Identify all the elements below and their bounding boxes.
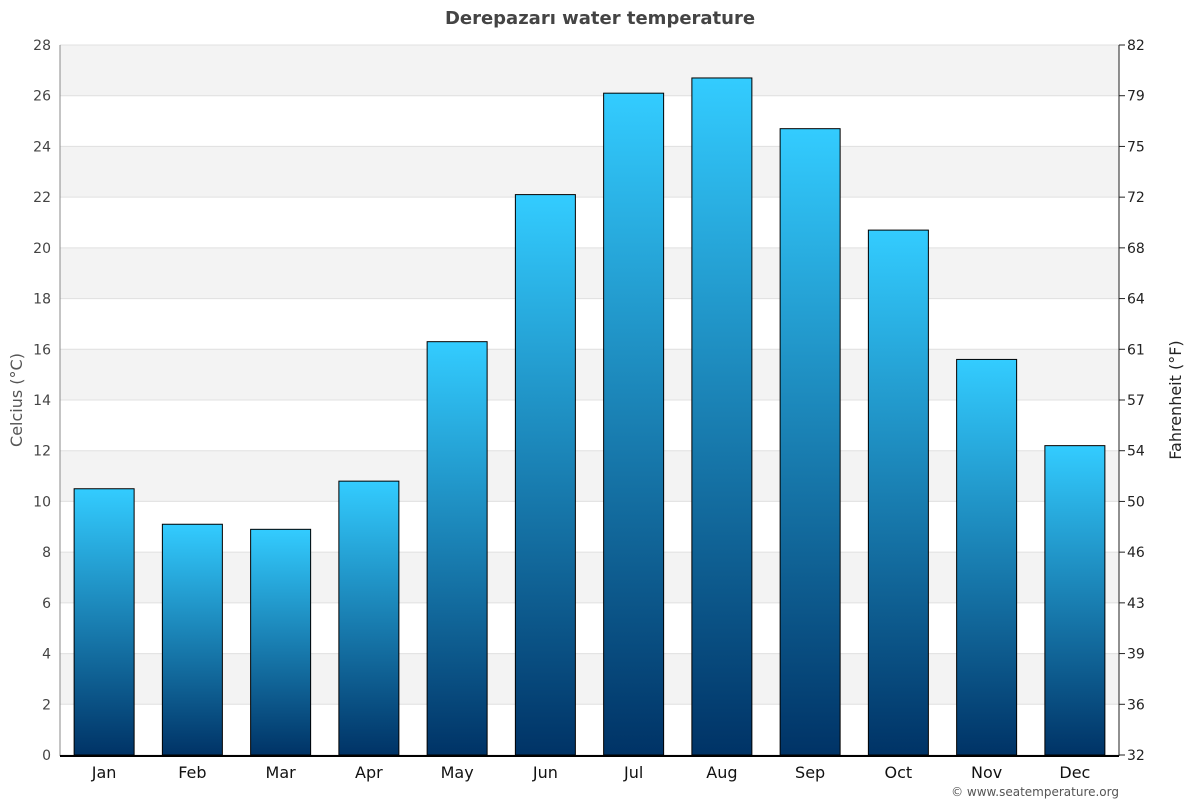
x-tick-label: Dec — [1059, 763, 1090, 782]
tick-labels: 0 32 2 36 4 39 6 43 8 46 10 50 12 54 14 57 16 61 18 64 20 68 2… — [33, 38, 1145, 782]
y-tick-label: 10 — [33, 494, 51, 510]
y-tick-label-right: 46 — [1127, 545, 1145, 561]
bar-jun — [514, 194, 576, 756]
bar-mar — [250, 528, 312, 756]
chart-title: Derepazarı water temperature — [445, 8, 755, 29]
grid-band — [60, 247, 1119, 299]
y-tick-label-right: 32 — [1127, 748, 1145, 764]
y-tick-label-right: 54 — [1127, 444, 1145, 460]
grid-band — [60, 552, 1119, 603]
y-tick-label: 2 — [42, 697, 51, 713]
y-tick-label-right: 57 — [1127, 393, 1145, 409]
grid-band — [60, 349, 1119, 400]
x-tick-label: Aug — [706, 763, 737, 782]
y-tick-label: 0 — [42, 748, 51, 764]
y-tick-label-right: 36 — [1127, 697, 1145, 713]
y-tick-label-right: 39 — [1127, 647, 1145, 663]
bar-nov — [956, 358, 1018, 756]
bars — [73, 77, 1106, 756]
bar-oct — [867, 229, 929, 756]
x-tick-label: Mar — [266, 763, 297, 782]
bar-may — [426, 341, 488, 756]
y-tick-label-right: 75 — [1127, 139, 1145, 155]
y-tick-label-right: 61 — [1127, 342, 1145, 358]
bar-feb — [161, 523, 223, 756]
credit[interactable]: © www.seatemperature.org — [951, 785, 1119, 799]
y-tick-label: 16 — [33, 342, 51, 358]
grid-band — [60, 45, 1119, 96]
y-tick-label-right: 82 — [1127, 38, 1145, 54]
bar-sep — [779, 128, 841, 756]
x-tick-label: Jun — [532, 763, 558, 782]
x-tick-label: May — [441, 763, 474, 782]
grid-band — [60, 450, 1119, 502]
y-tick-label: 18 — [33, 292, 51, 308]
y-tick-label: 8 — [42, 545, 51, 561]
y-tick-label: 26 — [33, 89, 51, 105]
bar-jan — [73, 488, 135, 756]
y-tick-label: 28 — [33, 38, 51, 54]
grid-band — [60, 146, 1119, 198]
grid-bands — [60, 45, 1119, 705]
bar-apr — [338, 480, 400, 756]
x-tick-label: Sep — [795, 763, 825, 782]
y-tick-label: 22 — [33, 190, 51, 206]
grid-band — [60, 653, 1119, 705]
x-tick-label: Nov — [971, 763, 1002, 782]
bar-aug — [691, 77, 753, 756]
y-tick-label: 4 — [42, 647, 51, 663]
x-tick-label: Apr — [355, 763, 383, 782]
x-tick-label: Oct — [885, 763, 913, 782]
y-axis-label-left: Celcius (°C) — [7, 353, 26, 447]
y-tick-label: 6 — [42, 596, 51, 612]
y-tick-label: 12 — [33, 444, 51, 460]
x-tick-label: Feb — [178, 763, 206, 782]
y-tick-label-right: 43 — [1127, 596, 1145, 612]
y-tick-label: 14 — [33, 393, 51, 409]
x-tick-label: Jan — [91, 763, 117, 782]
x-tick-label: Jul — [623, 763, 643, 782]
y-tick-label: 20 — [33, 241, 51, 257]
y-tick-label: 24 — [33, 139, 51, 155]
y-tick-label-right: 79 — [1127, 89, 1145, 105]
y-tick-label-right: 72 — [1127, 190, 1145, 206]
y-tick-label-right: 50 — [1127, 494, 1145, 510]
y-axis-label-right: Fahrenheit (°F) — [1166, 340, 1185, 459]
y-tick-label-right: 64 — [1127, 292, 1145, 308]
y-tick-label-right: 68 — [1127, 241, 1145, 257]
bar-jul — [603, 92, 665, 756]
bar-dec — [1044, 445, 1106, 756]
